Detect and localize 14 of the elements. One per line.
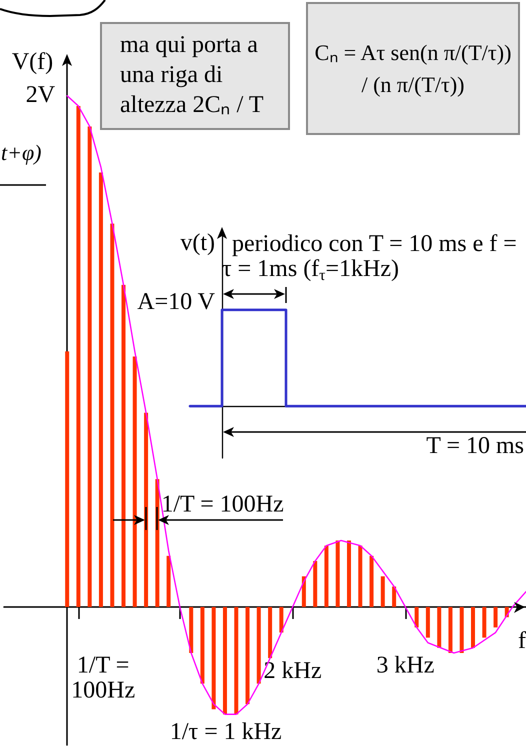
x-tick-label: 2 kHz: [264, 658, 322, 684]
x-tick-label: 1/T = 100Hz: [71, 652, 136, 704]
annotation: T = 10 ms: [426, 433, 524, 461]
annotation: 1/T = 100Hz: [161, 491, 284, 520]
annotation: 2V: [26, 82, 56, 110]
annotation: A=10 V: [137, 289, 215, 317]
y-axis-title: v(t): [180, 230, 215, 256]
annotation: ma qui porta a una riga di altezza 2Cₙ / T: [120, 31, 264, 120]
x-axis-title: f: [518, 628, 526, 654]
text: 1/τ = 1 kHz: [170, 719, 282, 747]
x-tick-label: 3 kHz: [376, 652, 434, 678]
annotation: Cₙ = Aτ sen(n π/(T/τ)) / (n π/(T/τ)): [314, 38, 512, 99]
y-axis-title: V(f): [12, 49, 54, 75]
annotation: t+φ): [1, 140, 42, 166]
